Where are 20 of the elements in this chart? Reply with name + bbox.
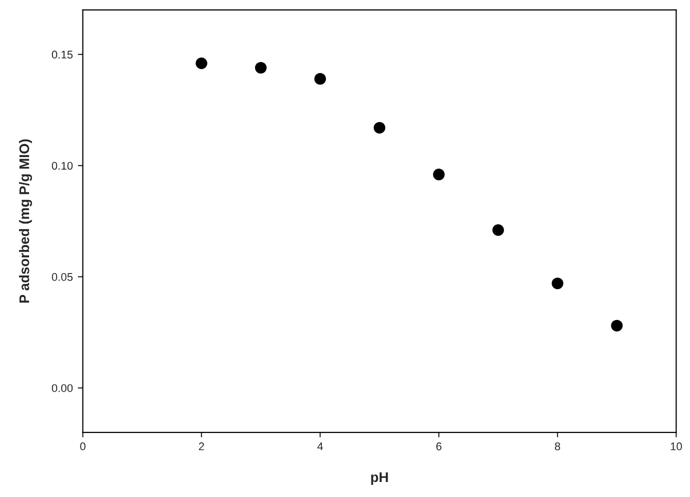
x-axis-title: pH [371,472,388,485]
y-axis-title: P adsorbed (mg P/g MIO) [19,139,32,303]
point [552,278,564,290]
y-tick-label: 0.00 [52,384,73,392]
x-tick-label: 6 [436,442,442,450]
point [492,224,504,236]
point [433,168,445,180]
point [611,320,623,332]
y-tick-label: 0.05 [52,273,73,281]
point [255,62,267,74]
x-tick-label: 8 [554,442,560,450]
point [314,73,326,85]
point [374,122,386,134]
point [196,57,208,70]
y-tick-label: 0.15 [52,50,73,59]
y-tick-label: 0.10 [52,162,73,170]
x-tick-label: 10 [670,442,682,450]
x-tick-label: 4 [317,442,323,450]
x-tick-label: 2 [198,442,204,450]
x-tick-label: 0 [80,442,86,450]
